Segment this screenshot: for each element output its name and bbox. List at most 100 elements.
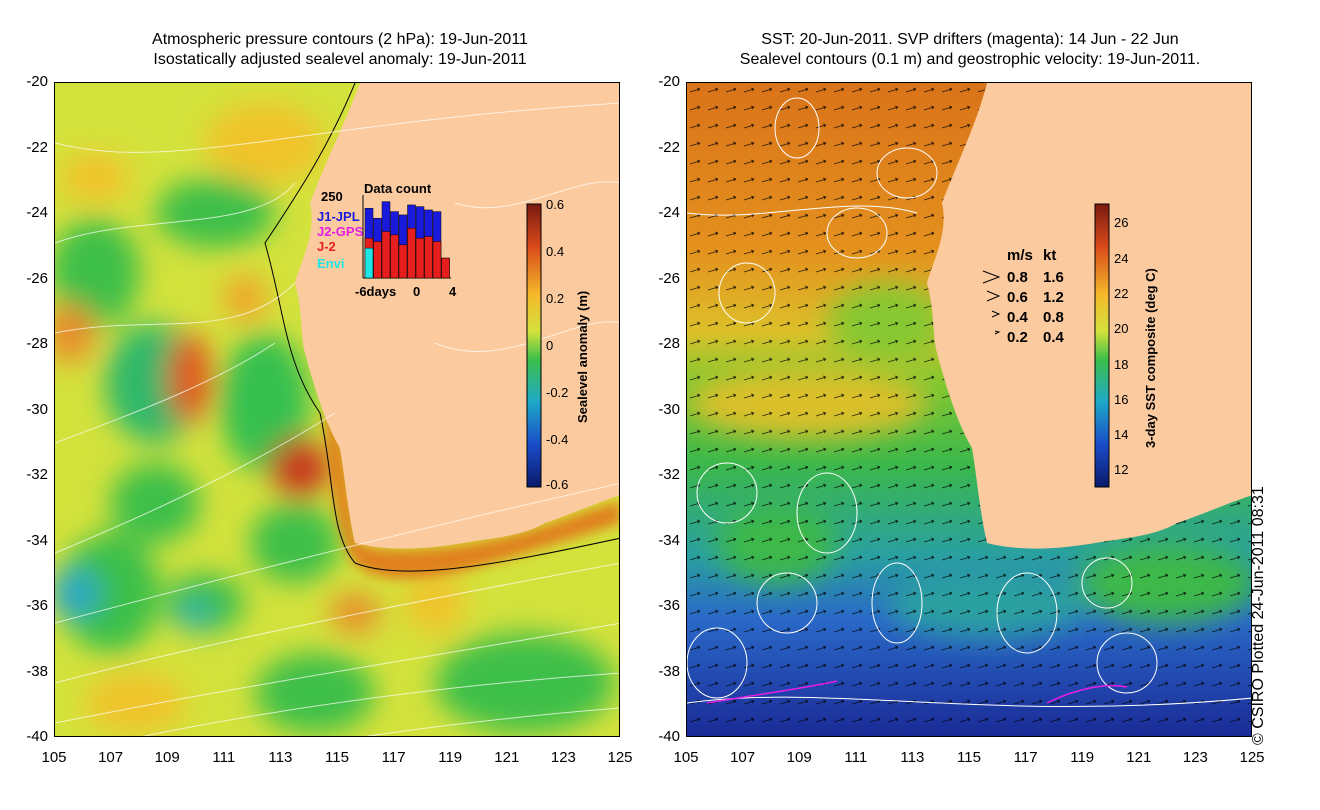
- sealevel-anomaly-map[interactable]: Data count 250 J1-JPL J2-GPS J-2 Envi -6…: [54, 82, 620, 737]
- sealevel-contours: [687, 97, 1251, 708]
- svp-drifter-track: [706, 680, 838, 704]
- x-tick-4: 113: [900, 749, 925, 766]
- y-tick-2: -24: [658, 204, 680, 221]
- y-tick-0: -20: [658, 73, 680, 90]
- y-tick-8: -36: [26, 597, 48, 614]
- y-tick-6: -32: [26, 466, 48, 483]
- vel-row-2-ms: 0.4: [1007, 309, 1029, 326]
- right-title-line2: Sealevel contours (0.1 m) and geostrophi…: [739, 51, 1201, 68]
- y-tick-4: -28: [658, 335, 680, 352]
- x-tick-2: 109: [786, 749, 812, 766]
- vel-row-2-kt: 0.8: [1043, 309, 1064, 326]
- sst-map[interactable]: m/s kt 0.8 1.6 0.6 1.2 0.4 0.8 0.2 0.4 2…: [686, 82, 1252, 737]
- data-count-title: Data count: [364, 181, 432, 196]
- vel-row-1-ms: 0.6: [1007, 289, 1028, 306]
- vel-arrow-1: [986, 290, 1001, 302]
- right-title-line1: SST: 20-Jun-2011. SVP drifters (magenta)…: [761, 31, 1179, 48]
- sst-tick-4: 18: [1114, 357, 1128, 372]
- sl-colorbar-label: Sealevel anomaly (m): [575, 291, 590, 423]
- sst-tick-1: 24: [1114, 251, 1128, 266]
- sl-tick-2: 0.2: [546, 291, 564, 306]
- y-tick-5: -30: [658, 400, 680, 418]
- left-panel-title: Atmospheric pressure contours (2 hPa): 1…: [60, 30, 620, 70]
- count-bar-envi-0: [364, 247, 374, 279]
- shelf-contour: [264, 83, 619, 572]
- data-count-xtick-0: -6days: [355, 284, 396, 299]
- x-tick-7: 119: [1070, 749, 1095, 766]
- x-tick-2: 109: [154, 749, 180, 766]
- data-count-bars: [364, 201, 450, 279]
- copyright-text: © CSIRO Plotted 24-Jun-2011 08:31: [1250, 486, 1267, 745]
- sst-tick-5: 16: [1114, 392, 1128, 407]
- count-bar-j2-2: [381, 231, 391, 279]
- y-tick-3: -26: [658, 269, 680, 287]
- vel-row-3-kt: 0.4: [1043, 329, 1065, 346]
- vel-header-kt: kt: [1043, 247, 1056, 264]
- vel-row-1-kt: 1.2: [1043, 289, 1064, 306]
- y-tick-10: -40: [658, 728, 680, 745]
- vel-row-0-kt: 1.6: [1043, 269, 1064, 286]
- y-tick-3: -26: [26, 269, 48, 287]
- vel-arrow-0: [982, 270, 1001, 284]
- x-tick-10: 125: [1239, 749, 1265, 766]
- y-tick-10: -40: [26, 728, 48, 745]
- coastal-anomaly: [325, 413, 619, 579]
- sst-tick-2: 22: [1114, 286, 1128, 301]
- y-tick-1: -22: [658, 138, 680, 156]
- sst-tick-7: 12: [1114, 462, 1128, 477]
- x-tick-3: 111: [844, 749, 868, 766]
- data-count-xtick-1: 0: [413, 284, 420, 299]
- y-tick-0: -20: [26, 73, 48, 90]
- x-tick-4: 113: [268, 749, 293, 766]
- y-tick-4: -28: [26, 335, 48, 352]
- sl-tick-0: 0.6: [546, 197, 564, 212]
- left-title-line2: Isostatically adjusted sealevel anomaly:…: [153, 51, 527, 68]
- x-tick-1: 107: [98, 749, 124, 766]
- data-count-ymax: 250: [321, 189, 343, 204]
- y-tick-7: -34: [658, 531, 680, 549]
- sealevel-map-svg: Data count 250 J1-JPL J2-GPS J-2 Envi -6…: [55, 83, 619, 736]
- data-count-xtick-2: 4: [449, 284, 457, 299]
- y-tick-7: -34: [26, 531, 48, 549]
- x-tick-5: 115: [325, 749, 349, 766]
- count-bar-j2-5: [407, 227, 416, 279]
- vel-row-0-ms: 0.8: [1007, 269, 1028, 286]
- data-count-inset: Data count 250 J1-JPL J2-GPS J-2 Envi -6…: [317, 181, 457, 299]
- x-tick-9: 123: [550, 749, 576, 766]
- x-tick-5: 115: [957, 749, 981, 766]
- sl-tick-6: -0.6: [546, 477, 568, 492]
- count-bar-j2-7: [424, 236, 433, 279]
- legend-j1-jpl: J1-JPL: [317, 209, 360, 224]
- sl-tick-5: -0.4: [546, 432, 568, 447]
- y-tick-9: -38: [658, 662, 680, 680]
- count-bar-j2-9: [441, 257, 450, 279]
- y-tick-2: -24: [26, 204, 48, 221]
- y-tick-8: -36: [658, 597, 680, 614]
- svp-drifter-track-2: [1046, 684, 1128, 704]
- vel-row-3-ms: 0.2: [1007, 329, 1028, 346]
- land-australia-sst: [927, 83, 1251, 549]
- y-tick-6: -32: [658, 466, 680, 483]
- x-tick-6: 117: [381, 749, 406, 766]
- legend-envi: Envi: [317, 256, 344, 271]
- x-tick-0: 105: [673, 749, 699, 766]
- x-tick-9: 123: [1182, 749, 1208, 766]
- y-tick-5: -30: [26, 400, 48, 418]
- count-bar-j2-8: [432, 241, 442, 279]
- sst-map-svg: m/s kt 0.8 1.6 0.6 1.2 0.4 0.8 0.2 0.4 2…: [687, 83, 1251, 736]
- x-tick-10: 125: [607, 749, 633, 766]
- sst-tick-6: 14: [1114, 427, 1128, 442]
- sst-tick-3: 20: [1114, 321, 1128, 336]
- sl-tick-1: 0.4: [546, 244, 564, 259]
- x-tick-6: 117: [1013, 749, 1038, 766]
- x-tick-7: 119: [438, 749, 463, 766]
- vel-arrow-3: [994, 330, 1001, 335]
- pressure-contours: [55, 102, 619, 736]
- count-bar-j2-1: [373, 241, 382, 279]
- x-tick-3: 111: [212, 749, 236, 766]
- count-bar-j2-4: [398, 244, 408, 279]
- vel-header-ms: m/s: [1007, 247, 1033, 264]
- sealevel-colorbar: 0.6 0.4 0.2 0 -0.2 -0.4 -0.6 Sealevel an…: [526, 197, 590, 492]
- sst-tick-0: 26: [1114, 215, 1128, 230]
- sl-tick-3: 0: [546, 338, 553, 353]
